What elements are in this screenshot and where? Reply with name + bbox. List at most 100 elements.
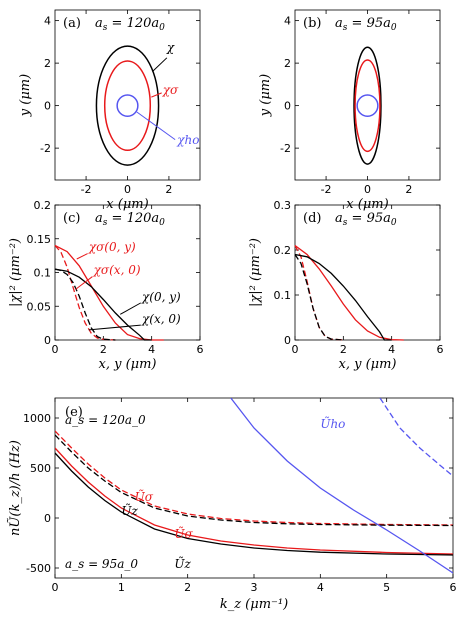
series-group <box>55 398 453 574</box>
arrow <box>120 302 142 315</box>
ellipse-black <box>95 45 160 166</box>
y-tick-label: 0.1 <box>34 267 52 280</box>
series-line <box>294 254 344 341</box>
y-tick-label: -500 <box>26 562 51 575</box>
panel-title: as = 120a0 <box>95 211 165 228</box>
y-tick-label: 0 <box>44 100 51 113</box>
x-axis-label: x (μm) <box>346 197 388 212</box>
annotation-chi: χ <box>166 40 175 54</box>
annotation: χσ(0, y) <box>88 240 136 254</box>
panel-label: (c) <box>63 211 80 226</box>
y-tick-label: 0.1 <box>274 289 292 302</box>
ellipse-blue <box>116 94 139 117</box>
series-line <box>55 430 453 526</box>
panel-title: as = 95a0 <box>335 16 397 33</box>
y-tick-label: 0 <box>284 100 291 113</box>
annotation: Ũσ <box>135 489 154 504</box>
y-tick-label: 0.05 <box>27 300 52 313</box>
x-tick-label: 6 <box>197 343 204 356</box>
x-tick-label: 0 <box>52 581 59 594</box>
y-tick-label: -2 <box>280 142 291 155</box>
plot-layer: -2 0 2 -2 0 2 4 (a) as = 120a0 x (μm) y (μm) χ χσ χho… <box>7 9 457 612</box>
ellipse-black <box>353 46 382 165</box>
ellipse-red <box>354 59 381 153</box>
y-tick-label: 4 <box>44 15 51 28</box>
series-line <box>54 268 152 341</box>
x-axis-label: x, y (μm) <box>99 357 157 372</box>
panel-b: -2 0 2 -2 0 2 4 (b) as = 95a0 x (μm) y (μm) <box>258 9 441 212</box>
series-line <box>54 268 116 341</box>
y-tick-label: 1000 <box>23 412 51 425</box>
panel-a: -2 0 2 -2 0 2 4 (a) as = 120a0 x (μm) y (μm) χ χσ χho <box>18 9 201 212</box>
x-tick-label: 3 <box>251 581 258 594</box>
y-tick-label: -2 <box>40 142 51 155</box>
y-axis-label: y (μm) <box>18 74 33 117</box>
x-tick-label: 1 <box>118 581 125 594</box>
annotation: χ(x, 0) <box>141 312 181 326</box>
annotation: Ũho <box>320 416 345 431</box>
arrow <box>88 324 141 331</box>
panel-label: (a) <box>63 16 81 31</box>
x-tick-label: 4 <box>388 343 395 356</box>
annotation-chi-sigma: χσ <box>162 83 179 97</box>
y-tick-label: 0 <box>44 512 51 525</box>
x-tick-label: -2 <box>321 183 332 196</box>
y-tick-label: 0.15 <box>27 233 52 246</box>
annotation: Ũz <box>121 503 138 518</box>
y-axis-label: |χ|² (μm⁻²) <box>248 238 263 307</box>
x-axis-label: k_z (μm⁻¹) <box>220 597 288 612</box>
arrow-chi-ho <box>136 111 176 141</box>
ellipse-blue <box>356 94 379 117</box>
arrow <box>75 276 93 290</box>
x-tick-label: 0 <box>124 183 131 196</box>
y-axis-label: y (μm) <box>258 74 273 117</box>
panel-c: 0 2 4 6 0 0.05 0.1 0.15 0.2 (c) as = 120a0 x, y (μm… <box>8 199 204 372</box>
series-line <box>230 398 453 574</box>
x-tick-label: 5 <box>383 581 390 594</box>
y-tick-label: 2 <box>284 57 291 70</box>
x-tick-label: 4 <box>317 581 324 594</box>
x-tick-label: 0 <box>292 343 299 356</box>
annotation-chi-ho: χho <box>176 133 199 147</box>
y-tick-label: 2 <box>44 57 51 70</box>
series-line <box>55 452 453 556</box>
y-tick-label: 0.2 <box>274 244 292 257</box>
panel-title: as = 120a0 <box>95 16 165 33</box>
x-tick-label: 6 <box>450 581 457 594</box>
axes-box <box>294 204 441 341</box>
arrow-chi-sigma <box>151 92 162 98</box>
y-axis-label: nŨ(k_z)/h (Hz) <box>7 440 23 536</box>
series-line <box>54 244 164 341</box>
y-tick-label: 0.3 <box>274 199 292 212</box>
y-axis-label: |χ|² (μm⁻²) <box>8 238 23 307</box>
y-tick-label: 500 <box>30 462 51 475</box>
y-tick-label: 4 <box>284 15 291 28</box>
x-tick-label: 6 <box>437 343 444 356</box>
panel-label: (b) <box>303 16 321 31</box>
x-tick-label: -2 <box>81 183 92 196</box>
x-tick-label: 0 <box>364 183 371 196</box>
panel-label: (d) <box>303 211 321 226</box>
annotation: Ũz <box>174 556 191 571</box>
panel-d: 0 2 4 6 0 0.1 0.2 0.3 (d) as = 95a0 x, y (μm) |χ|² … <box>248 199 444 372</box>
x-tick-label: 2 <box>340 343 347 356</box>
annotation: χσ(x, 0) <box>93 263 141 277</box>
y-tick-label: 0.2 <box>34 199 52 212</box>
series-line <box>379 398 453 477</box>
series-line <box>54 245 116 341</box>
annotation: χ(0, y) <box>141 290 181 304</box>
arrow <box>76 253 88 260</box>
series-line <box>294 244 404 341</box>
x-tick-label: 2 <box>100 343 107 356</box>
y-tick-label: 0 <box>284 334 291 347</box>
annotation: a_s = 120a_0 <box>65 413 146 427</box>
x-tick-label: 2 <box>165 183 172 196</box>
annotation: Ũσ <box>174 526 193 541</box>
series-line <box>294 253 392 341</box>
x-tick-label: 4 <box>148 343 155 356</box>
series-line <box>55 434 453 527</box>
series-line <box>55 447 453 555</box>
x-tick-label: 2 <box>405 183 412 196</box>
